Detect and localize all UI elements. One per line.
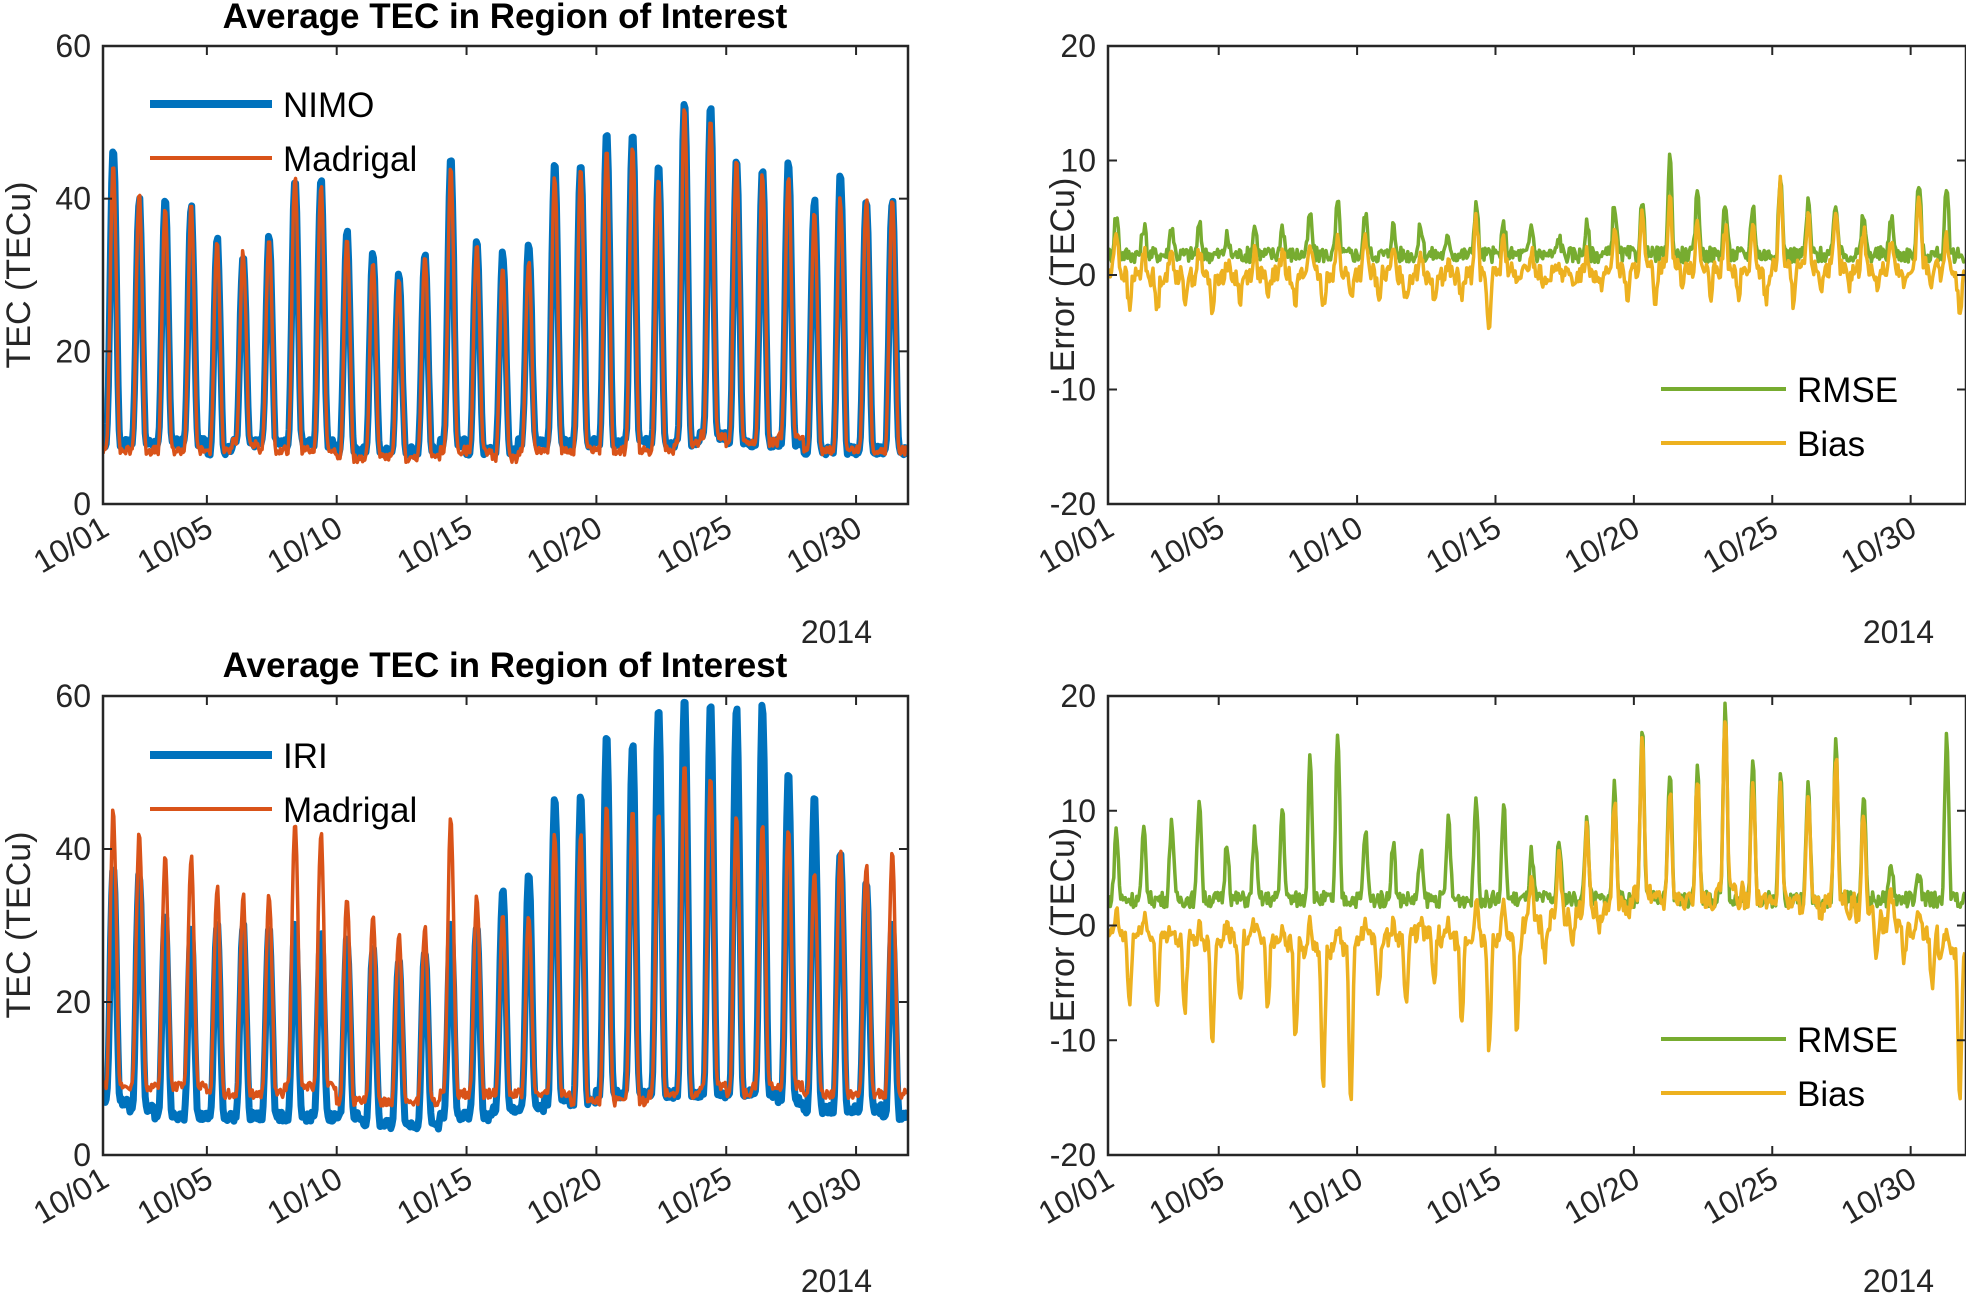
x-axis-year-label: 2014 <box>1863 1263 1934 1298</box>
legend-label-rmse: RMSE <box>1797 1021 1898 1060</box>
y-tick-label: 20 <box>55 333 91 369</box>
panel-nimo-tec: Average TEC in Region of Interest 0 20 40 6… <box>0 0 910 650</box>
x-tick-label: 10/15 <box>1420 509 1507 580</box>
x-tick-label: 10/05 <box>1143 509 1230 580</box>
x-tick-label: 10/25 <box>650 509 737 580</box>
axes-box <box>101 44 910 506</box>
y-tick-label: -20 <box>1050 486 1096 522</box>
legend-label-nimo: NIMO <box>283 86 374 125</box>
x-tick-label: 10/30 <box>780 509 867 580</box>
legend-label-bias: Bias <box>1797 1075 1865 1114</box>
plot-area: 0 20 40 60 10/01 10/05 10/10 10/15 10/20 10/25 10/… <box>27 678 910 1231</box>
chart-title: Average TEC in Region of Interest <box>223 646 788 685</box>
x-tick-label: 10/20 <box>521 1160 608 1231</box>
x-axis-year-label: 2014 <box>801 1263 872 1298</box>
series-line-madrigal <box>103 108 908 465</box>
y-axis-title: Error (TECu) <box>1044 178 1082 373</box>
series-layer <box>103 101 908 465</box>
y-tick-label: 10 <box>1060 793 1096 829</box>
x-tick-label: 10/25 <box>650 1160 737 1231</box>
x-tick-label: 10/30 <box>1835 509 1922 580</box>
y-tick-label: -10 <box>1050 372 1096 408</box>
legend: RMSE Bias <box>1661 1021 1898 1114</box>
x-tick-label: 10/01 <box>27 509 114 580</box>
y-axis-title: TEC (TECu) <box>0 182 38 369</box>
x-tick-label: 10/10 <box>261 509 348 580</box>
x-tick-label: 10/15 <box>1420 1160 1507 1231</box>
y-tick-label: 20 <box>55 984 91 1020</box>
series-line-bias <box>1108 720 1966 1102</box>
chart-title: Average TEC in Region of Interest <box>223 0 788 36</box>
y-tick-label: 0 <box>1078 908 1096 944</box>
x-tick-label: 10/10 <box>261 1160 348 1231</box>
y-tick-label: 0 <box>1078 257 1096 293</box>
y-tick-label: -20 <box>1050 1137 1096 1173</box>
y-tick-label: 20 <box>1060 28 1096 64</box>
x-tick-label: 10/20 <box>1558 1160 1645 1231</box>
y-axis-title: Error (TECu) <box>1044 828 1082 1023</box>
x-tick-label: 10/15 <box>391 1160 478 1231</box>
legend: NIMO Madrigal <box>150 86 417 179</box>
legend-label-madrigal: Madrigal <box>283 140 417 179</box>
y-tick-label: 0 <box>73 486 91 522</box>
series-layer <box>103 698 908 1133</box>
y-axis-title: TEC (TECu) <box>0 832 38 1019</box>
axes-box <box>101 694 910 1157</box>
x-tick-label: 10/25 <box>1696 1160 1783 1231</box>
plot-area: 0 20 40 60 10/01 10/05 10/10 10/15 10/20 10/25 10/… <box>27 28 910 580</box>
legend-label-iri: IRI <box>283 737 328 776</box>
y-tick-label: 10 <box>1060 143 1096 179</box>
series-line-rmse <box>1108 152 1966 265</box>
x-axis-year-label: 2014 <box>1863 614 1934 650</box>
legend-label-bias: Bias <box>1797 425 1865 464</box>
x-tick-label: 10/01 <box>27 1160 114 1231</box>
x-tick-label: 10/10 <box>1281 1160 1368 1231</box>
y-tick-label: 20 <box>1060 678 1096 714</box>
x-tick-label: 10/10 <box>1281 509 1368 580</box>
panel-iri-tec: Average TEC in Region of Interest 0 20 40 6… <box>0 646 910 1298</box>
x-axis-year-label: 2014 <box>801 614 872 650</box>
y-tick-label: 0 <box>73 1137 91 1173</box>
legend: IRI Madrigal <box>150 737 417 830</box>
y-tick-label: 60 <box>55 678 91 714</box>
series-line-bias <box>1108 174 1966 331</box>
x-tick-label: 10/20 <box>1558 509 1645 580</box>
series-line-madrigal <box>103 766 908 1108</box>
x-tick-label: 10/20 <box>521 509 608 580</box>
legend-label-rmse: RMSE <box>1797 371 1898 410</box>
y-tick-label: 40 <box>55 831 91 867</box>
x-tick-label: 10/15 <box>391 509 478 580</box>
y-tick-label: -10 <box>1050 1022 1096 1058</box>
x-tick-label: 10/05 <box>1143 1160 1230 1231</box>
x-tick-label: 10/05 <box>131 509 218 580</box>
x-tick-label: 10/05 <box>131 1160 218 1231</box>
x-tick-label: 10/25 <box>1696 509 1783 580</box>
x-tick-label: 10/30 <box>1835 1160 1922 1231</box>
series-layer <box>1108 701 1966 1102</box>
y-tick-label: 40 <box>55 181 91 217</box>
legend: RMSE Bias <box>1661 371 1898 464</box>
legend-label-madrigal: Madrigal <box>283 791 417 830</box>
x-tick-label: 10/30 <box>780 1160 867 1231</box>
series-layer <box>1108 152 1966 331</box>
y-tick-label: 60 <box>55 28 91 64</box>
